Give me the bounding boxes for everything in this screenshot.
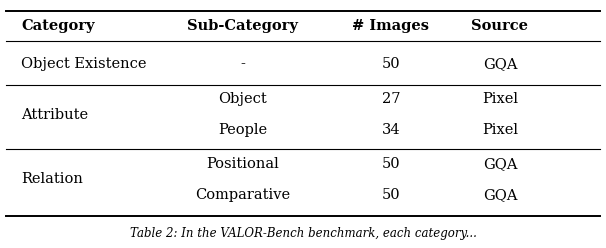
Text: Object: Object <box>218 92 267 106</box>
Text: Positional: Positional <box>206 157 279 171</box>
Text: Attribute: Attribute <box>21 108 88 122</box>
Text: Source: Source <box>471 19 528 33</box>
Text: Comparative: Comparative <box>195 188 290 202</box>
Text: Table 2: In the VALOR-Bench benchmark, each category...: Table 2: In the VALOR-Bench benchmark, e… <box>130 227 476 240</box>
Text: 50: 50 <box>382 157 400 171</box>
Text: 50: 50 <box>382 58 400 71</box>
Text: 34: 34 <box>382 123 400 137</box>
Text: -: - <box>240 58 245 71</box>
Text: # Images: # Images <box>352 19 430 33</box>
Text: Sub-Category: Sub-Category <box>187 19 298 33</box>
Text: GQA: GQA <box>483 188 517 202</box>
Text: Pixel: Pixel <box>482 92 518 106</box>
Text: Category: Category <box>21 19 95 33</box>
Text: Object Existence: Object Existence <box>21 58 147 71</box>
Text: GQA: GQA <box>483 157 517 171</box>
Text: 50: 50 <box>382 188 400 202</box>
Text: GQA: GQA <box>483 58 517 71</box>
Text: Relation: Relation <box>21 172 83 186</box>
Text: People: People <box>218 123 267 137</box>
Text: Pixel: Pixel <box>482 123 518 137</box>
Text: 27: 27 <box>382 92 400 106</box>
